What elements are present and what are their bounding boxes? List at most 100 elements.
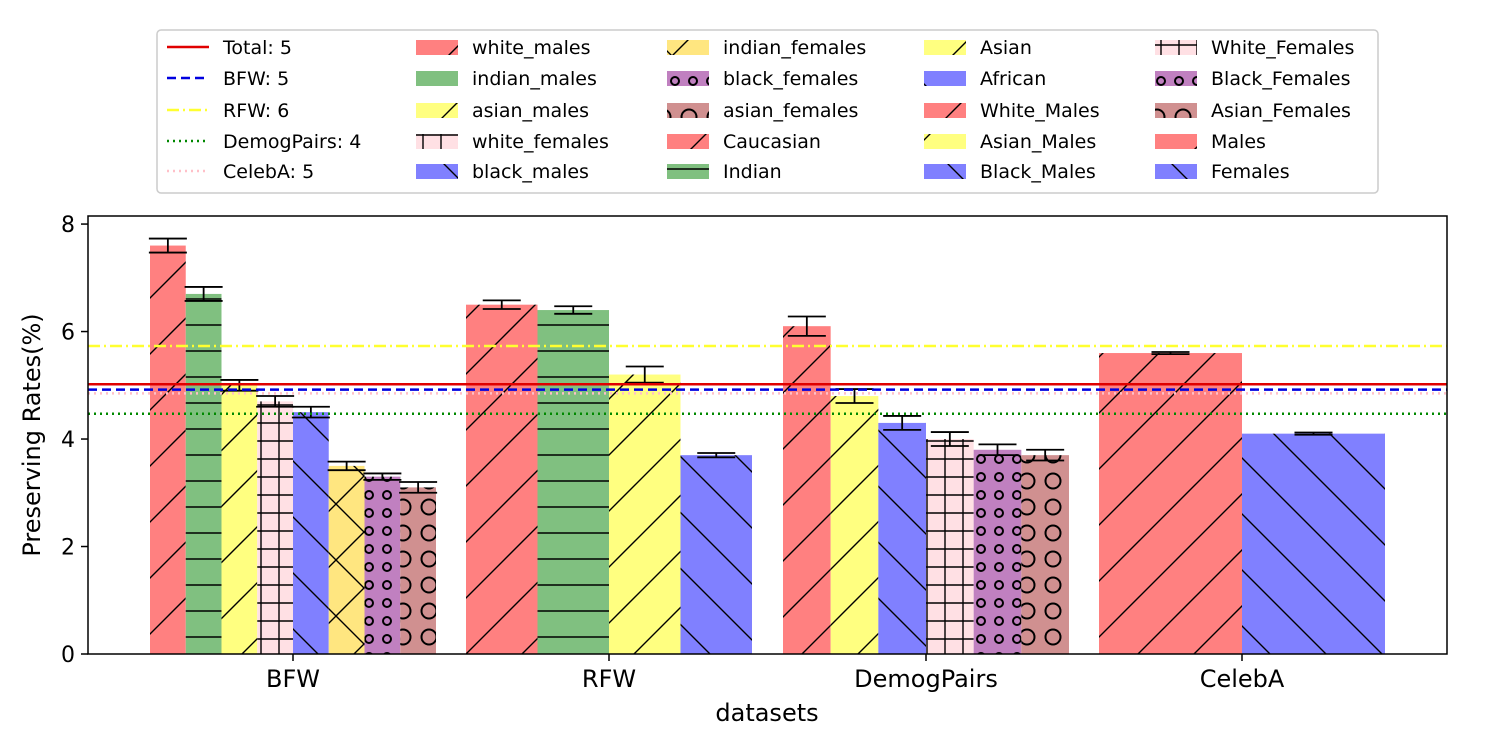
bars-layer — [150, 245, 1385, 654]
bar-bfw-white-males — [150, 245, 186, 654]
x-tick-label-celeba: CelebA — [1200, 665, 1285, 693]
legend-label: DemogPairs: 4 — [223, 131, 361, 153]
legend-label: Black_Males — [980, 161, 1096, 183]
plot-frame — [87, 215, 1448, 655]
bar-rfw-caucasian — [466, 304, 538, 654]
bar-celeba-males — [1099, 353, 1242, 654]
bar-bfw-white-females — [257, 401, 293, 654]
error-bar-bfw-indian-females — [327, 460, 366, 472]
legend-label: BFW: 5 — [223, 68, 289, 90]
legend-swatch — [416, 103, 458, 118]
legend-item-asian: Asian — [924, 37, 1032, 59]
legend-swatch — [667, 40, 709, 55]
legend-swatch — [667, 134, 709, 149]
bar-celeba-females — [1242, 433, 1385, 654]
y-tick-label: 0 — [61, 643, 75, 668]
legend-swatch — [667, 71, 709, 86]
y-tick-label: 6 — [61, 321, 75, 346]
error-bar-rfw-african — [697, 452, 736, 459]
legend-label: Asian_Males — [980, 131, 1096, 153]
legend-item-total-5: Total: 5 — [167, 37, 292, 59]
legend-item-demogpairs-4: DemogPairs: 4 — [167, 131, 361, 153]
y-tick-label: 2 — [61, 536, 75, 561]
error-bar-demogpairs-asian-males — [835, 388, 874, 404]
bar-rfw-asian — [609, 374, 681, 654]
bar-demogpairs-asian-females — [1021, 455, 1069, 654]
bar-rfw-indian — [537, 310, 609, 654]
bar-bfw-asian-males — [221, 385, 258, 654]
legend-label: asian_males — [472, 100, 589, 122]
legend-item-caucasian: Caucasian — [667, 131, 821, 153]
legend-swatch — [924, 134, 966, 149]
legend-label: black_males — [472, 161, 589, 183]
legend-item-black-males: black_males — [416, 161, 589, 183]
error-bar-celeba-females — [1294, 431, 1333, 436]
bar-demogpairs-asian-males — [830, 396, 879, 654]
reference-lines-layer — [88, 344, 1447, 416]
legend-label: Asian_Females — [1211, 100, 1351, 122]
x-tick-label-rfw: RFW — [582, 665, 636, 693]
bar-bfw-black-females — [364, 476, 401, 654]
legend-label: Females — [1211, 161, 1290, 183]
y-axis: 0 2 4 6 8 — [61, 213, 88, 668]
legend-item-asian-males: asian_males — [416, 100, 589, 122]
legend-item-females: Females — [1155, 161, 1290, 183]
legend-swatch — [1155, 134, 1197, 149]
legend-item-indian: Indian — [667, 161, 782, 183]
legend-swatch — [1155, 164, 1197, 179]
legend-label: Asian — [980, 37, 1032, 59]
legend-item-black-females: Black_Females — [1155, 68, 1351, 90]
legend-swatch — [924, 103, 966, 118]
bar-rfw-african — [680, 455, 752, 654]
legend-label: asian_females — [723, 100, 858, 122]
error-bar-demogpairs-white-males — [787, 315, 826, 337]
legend-item-white-females: white_females — [416, 131, 609, 153]
legend-label: white_males — [472, 37, 591, 59]
legend-item-african: African — [924, 68, 1046, 90]
error-bar-bfw-indian-males — [184, 286, 223, 302]
bar-bfw-asian-females — [400, 487, 436, 654]
legend-item-white-males: White_Males — [924, 100, 1100, 122]
legend-swatch — [416, 164, 458, 179]
legend-swatch — [924, 71, 966, 86]
legend-swatch — [667, 103, 709, 118]
error-bar-bfw-black-females — [363, 472, 402, 481]
legend-item-rfw-6: RFW: 6 — [167, 100, 289, 122]
legend-swatch — [416, 134, 458, 149]
legend-item-males: Males — [1155, 131, 1266, 153]
bar-bfw-indian-females — [328, 465, 365, 654]
error-bar-rfw-asian — [625, 365, 664, 384]
legend-swatch — [416, 71, 458, 86]
legend-label: White_Males — [980, 100, 1100, 122]
bar-demogpairs-black-females — [973, 449, 1022, 654]
legend-label: CelebA: 5 — [223, 161, 314, 183]
bar-bfw-black-males — [293, 412, 329, 654]
error-bar-bfw-black-males — [291, 405, 330, 419]
error-bar-demogpairs-black-males — [883, 415, 922, 431]
legend-label: indian_males — [472, 68, 597, 90]
legend-label: black_females — [723, 68, 858, 90]
legend-swatch — [1155, 71, 1197, 86]
x-tick-label-bfw: BFW — [266, 665, 320, 693]
y-tick-label: 4 — [61, 428, 75, 453]
bar-bfw-indian-males — [185, 293, 222, 654]
legend-label: African — [980, 68, 1046, 90]
legend-item-indian-females: indian_females — [667, 37, 866, 59]
legend-item-indian-males: indian_males — [416, 68, 597, 90]
legend-item-bfw-5: BFW: 5 — [167, 68, 289, 90]
bar-demogpairs-black-males — [878, 422, 926, 654]
legend-swatch — [1155, 103, 1197, 118]
legend-item-celeba-5: CelebA: 5 — [167, 161, 314, 183]
error-bar-bfw-white-females — [256, 395, 295, 408]
legend-item-black-females: black_females — [667, 68, 858, 90]
error-bar-demogpairs-black-females — [978, 443, 1017, 457]
x-axis-label: datasets — [715, 699, 818, 727]
legend-item-asian-females: Asian_Females — [1155, 100, 1351, 122]
legend-item-asian-females: asian_females — [667, 100, 858, 122]
legend-item-white-females: White_Females — [1155, 37, 1354, 59]
legend-item-asian-males: Asian_Males — [924, 131, 1096, 153]
error-bar-bfw-asian-females — [399, 481, 438, 494]
legend-swatch — [667, 164, 709, 179]
legend-box — [156, 29, 1379, 194]
